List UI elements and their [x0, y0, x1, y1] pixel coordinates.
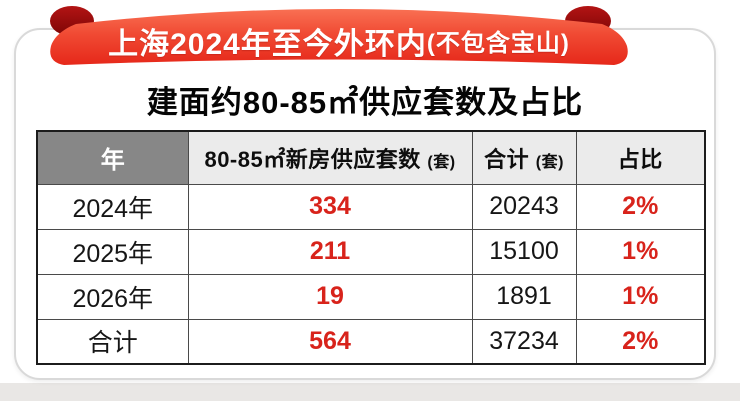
cell-year: 合计: [36, 318, 189, 365]
header-supply: 80-85㎡新房供应套数 (套): [187, 130, 473, 185]
header-total-unit: (套): [535, 153, 564, 171]
header-ratio: 占比: [575, 130, 706, 185]
ribbon-title: 上海2024年至今外环内 (不包含宝山): [46, 2, 632, 76]
page-bottom-band: [0, 383, 740, 401]
cell-ratio: 2%: [575, 183, 706, 230]
table-row: 2025年 211 15100 1%: [36, 228, 706, 275]
cell-year: 2025年: [36, 228, 189, 275]
cell-supply: 19: [187, 273, 473, 320]
cell-supply: 564: [187, 318, 473, 365]
table-row-total: 合计 564 37234 2%: [36, 318, 706, 365]
header-supply-unit: (套): [427, 153, 456, 171]
cell-ratio: 1%: [575, 228, 706, 275]
table-row: 2026年 19 1891 1%: [36, 273, 706, 320]
ribbon-shape: [50, 6, 628, 65]
cell-supply: 211: [187, 228, 473, 275]
page-title: 建面约80-85㎡供应套数及占比: [146, 85, 584, 120]
content-card: 建面约80-85㎡供应套数及占比 年 80-85㎡新房供应套数 (套) 合计: [14, 28, 716, 380]
table-row: 2024年 334 20243 2%: [36, 183, 706, 230]
ribbon-body: [50, 9, 628, 65]
header-supply-label: 80-85㎡新房供应套数: [204, 146, 421, 172]
cell-total: 1891: [471, 273, 577, 320]
cell-year: 2024年: [36, 183, 189, 230]
cell-ratio: 2%: [575, 318, 706, 365]
ribbon-banner: 上海2024年至今外环内 (不包含宝山): [46, 2, 632, 76]
cell-year: 2026年: [36, 273, 189, 320]
ribbon-title-main: 上海2024年至今外环内: [108, 27, 427, 61]
cell-total: 20243: [471, 183, 577, 230]
cell-ratio: 1%: [575, 273, 706, 320]
cell-supply: 334: [187, 183, 473, 230]
cell-total: 37234: [471, 318, 577, 365]
header-total: 合计 (套): [471, 130, 577, 185]
table-header-row: 年 80-85㎡新房供应套数 (套) 合计 (套) 占比: [36, 130, 706, 185]
header-total-label: 合计: [484, 146, 530, 172]
cell-total: 15100: [471, 228, 577, 275]
header-year: 年: [36, 130, 189, 185]
ribbon-title-paren: (不包含宝山): [426, 30, 570, 57]
supply-table: 年 80-85㎡新房供应套数 (套) 合计 (套) 占比 2024年 334: [36, 130, 706, 365]
